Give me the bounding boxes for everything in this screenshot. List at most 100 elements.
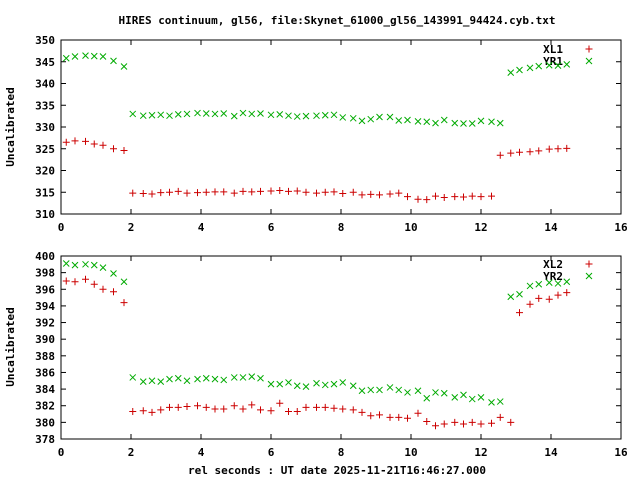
data-point-yr2	[423, 394, 431, 402]
upper-y-axis-label: Uncalibrated	[4, 87, 17, 166]
data-point-yr1	[404, 116, 411, 124]
y-tick-label: 378	[35, 433, 55, 446]
data-point-yr1	[90, 52, 98, 60]
data-point-yr2	[99, 264, 107, 271]
data-point-xl2	[120, 299, 128, 307]
data-point-yr1	[339, 114, 347, 121]
data-point-xl2	[386, 413, 394, 421]
data-point-yr1	[129, 110, 137, 118]
data-point-xl1	[82, 137, 89, 145]
data-point-xl1	[358, 191, 366, 199]
data-point-xl1	[404, 193, 411, 201]
data-point-yr1	[148, 111, 156, 119]
data-point-xl1	[330, 188, 338, 196]
data-point-xl1	[545, 145, 553, 153]
y-tick-label: 350	[35, 34, 55, 47]
data-point-xl2	[110, 288, 117, 296]
data-point-xl1	[194, 189, 201, 197]
y-tick-label: 345	[35, 56, 55, 69]
data-point-yr2	[239, 374, 247, 381]
data-point-yr1	[496, 119, 504, 127]
y-tick-label: 310	[35, 208, 55, 221]
data-point-xl1	[139, 190, 147, 198]
y-tick-label: 315	[35, 186, 55, 199]
data-point-xl1	[563, 144, 571, 152]
data-point-yr1	[157, 111, 165, 119]
data-point-yr1	[545, 61, 553, 69]
series-xl2	[62, 275, 571, 430]
y-tick-label: 384	[35, 383, 55, 396]
data-point-xl2	[496, 413, 504, 421]
upper-plot-frame	[60, 39, 622, 215]
data-point-yr2	[148, 377, 156, 385]
data-point-xl1	[321, 188, 329, 196]
data-point-xl1	[496, 151, 504, 159]
data-point-yr2	[230, 374, 238, 381]
y-tick-label: 380	[35, 416, 55, 429]
y-tick-label: 398	[35, 267, 55, 280]
data-point-yr1	[376, 113, 383, 121]
data-point-yr1	[414, 117, 422, 125]
data-point-yr1	[99, 53, 107, 60]
data-point-xl1	[183, 189, 191, 197]
data-point-yr1	[276, 111, 284, 118]
chart-title: HIRES continuum, gl56, file:Skynet_61000…	[118, 14, 555, 27]
data-point-xl1	[110, 145, 117, 153]
data-point-yr1	[563, 61, 571, 68]
data-point-yr1	[302, 112, 310, 120]
data-point-yr2	[276, 380, 284, 388]
x-tick-label: 14	[544, 221, 558, 234]
data-point-xl2	[468, 418, 476, 426]
x-tick-label: 6	[268, 221, 275, 234]
data-point-yr1	[293, 113, 301, 120]
data-point-xl1	[367, 190, 375, 198]
x-tick-label: 16	[614, 221, 628, 234]
data-point-yr2	[313, 379, 320, 387]
data-point-xl2	[432, 422, 439, 430]
data-point-yr1	[62, 54, 70, 62]
data-point-xl2	[507, 418, 515, 426]
data-point-yr2	[194, 375, 201, 383]
data-point-yr1	[468, 120, 476, 127]
data-point-xl2	[554, 291, 562, 299]
data-point-xl2	[563, 289, 571, 297]
data-point-xl1	[220, 188, 228, 196]
y-tick-label: 325	[35, 143, 55, 156]
data-point-xl2	[90, 280, 98, 288]
data-point-xl1	[477, 193, 485, 201]
y-tick-label: 400	[35, 250, 55, 263]
data-point-xl2	[248, 401, 256, 409]
data-point-yr2	[507, 293, 515, 301]
data-point-xl2	[194, 402, 201, 410]
x-tick-label: 8	[338, 446, 345, 459]
x-tick-label: 10	[404, 221, 417, 234]
data-point-yr2	[330, 380, 338, 388]
data-point-xl2	[376, 411, 383, 419]
data-point-yr1	[460, 120, 467, 127]
y-tick-label: 388	[35, 350, 55, 363]
data-point-xl1	[276, 187, 284, 195]
data-point-yr2	[460, 391, 467, 399]
data-point-yr2	[139, 378, 147, 385]
lower-y-axis-label: Uncalibrated	[4, 307, 17, 386]
data-point-xl1	[440, 193, 448, 201]
data-point-xl1	[516, 148, 523, 156]
data-point-xl1	[62, 138, 70, 146]
data-point-xl1	[460, 193, 467, 201]
data-point-yr2	[257, 374, 264, 382]
data-point-xl1	[120, 146, 128, 154]
data-point-xl1	[248, 188, 256, 196]
data-point-yr2	[367, 386, 375, 394]
data-point-xl1	[257, 187, 264, 195]
data-point-xl1	[339, 190, 347, 198]
x-tick-label: 4	[198, 221, 205, 234]
data-point-yr1	[516, 66, 523, 74]
data-point-xl2	[257, 406, 264, 414]
legend-marker-yr2	[585, 272, 593, 280]
data-point-yr1	[395, 117, 403, 124]
y-tick-label: 386	[35, 366, 55, 379]
data-point-xl2	[488, 419, 495, 427]
data-point-xl2	[174, 403, 182, 411]
data-point-xl1	[230, 189, 238, 197]
